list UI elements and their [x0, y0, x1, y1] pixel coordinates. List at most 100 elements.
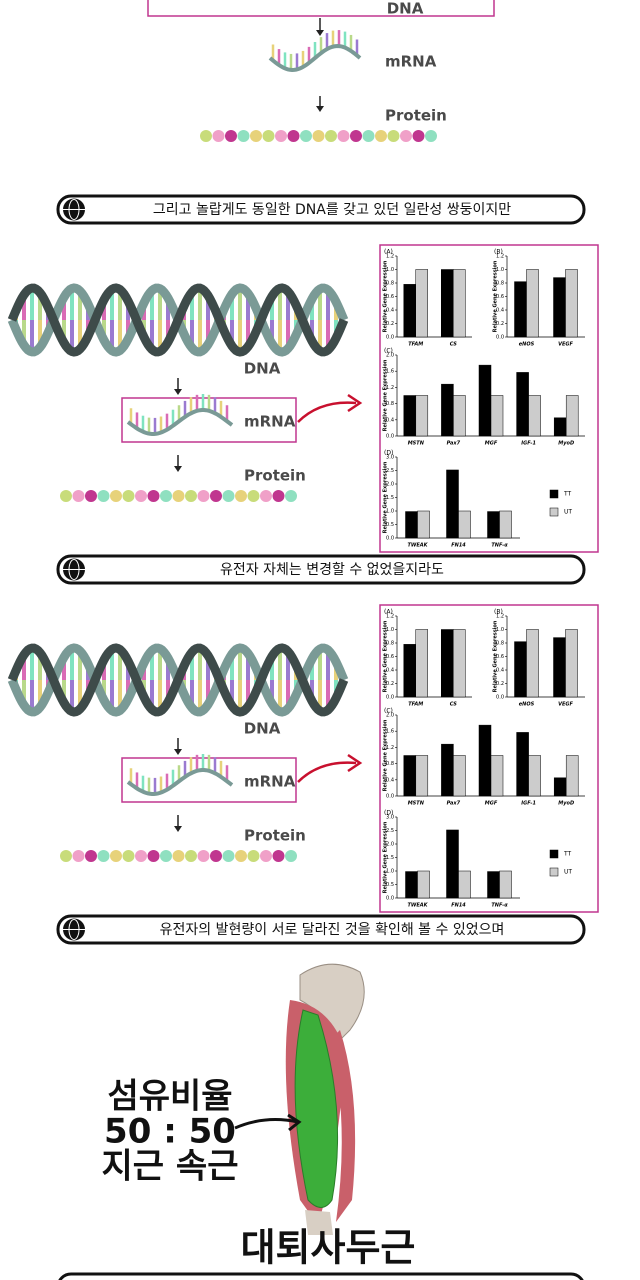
pointer-arrow: [234, 1113, 302, 1132]
y-tick-label: 0.8: [496, 281, 504, 287]
red-arrow: [297, 401, 357, 423]
bar: [528, 755, 541, 797]
bar: [403, 284, 416, 338]
red-arrow-head: [347, 393, 363, 413]
amino-acid: [235, 850, 247, 862]
y-tick-label: 0.6: [496, 654, 504, 660]
bar: [415, 629, 428, 698]
mrna-strand: [268, 43, 362, 73]
amino-acid: [312, 130, 325, 142]
y-tick-label: 0.4: [386, 668, 394, 674]
bar: [453, 629, 466, 698]
bar: [415, 755, 429, 797]
y-tick-label: 0.0: [496, 695, 504, 701]
panel-letter: (B): [494, 249, 503, 256]
bar: [526, 629, 539, 698]
legend-label: UT: [564, 869, 572, 876]
amino-acid: [210, 490, 222, 502]
amino-acid: [197, 850, 210, 862]
panel-letter: (B): [494, 609, 503, 616]
bar: [417, 510, 430, 539]
y-tick-label: 0.4: [386, 308, 394, 314]
amino-acid: [135, 850, 147, 862]
dna-strand: [7, 643, 349, 717]
y-tick-label: 1.0: [386, 627, 394, 633]
x-tick-label: eNOS: [519, 702, 535, 708]
panel-letter: (C): [384, 708, 393, 715]
amino-acid: [272, 490, 285, 502]
amino-acid: [160, 490, 172, 502]
y-tick-label: 2.0: [386, 482, 394, 488]
x-tick-label: MSTN: [408, 441, 425, 447]
y-tick-label: 0.8: [496, 641, 504, 647]
y-axis-label: Relative Gene Expression: [383, 260, 389, 332]
amino-acid: [97, 850, 110, 862]
amino-acid: [72, 490, 85, 502]
muscle-illustration: [285, 963, 365, 1235]
bar: [499, 870, 512, 899]
y-axis-label: Relative Gene Expression: [383, 620, 389, 692]
y-tick-label: 1.0: [386, 267, 394, 273]
y-tick-label: 3.0: [386, 815, 394, 821]
bar: [403, 755, 417, 797]
legend-label: TT: [563, 851, 572, 858]
bar: [453, 395, 466, 437]
bar: [405, 871, 418, 899]
arrow-head: [174, 826, 182, 832]
panel-letter: (C): [384, 348, 393, 355]
bar: [441, 743, 454, 797]
y-tick-label: 0.2: [386, 681, 394, 687]
arrow-head: [174, 749, 182, 755]
mrna-label: mRNA: [385, 53, 437, 71]
legend-swatch: [549, 489, 559, 499]
bar: [478, 724, 492, 797]
bar: [528, 395, 541, 437]
panel-letter: (D): [384, 810, 393, 817]
legend-label: UT: [564, 509, 572, 516]
bar: [565, 269, 578, 338]
amino-acid: [400, 130, 412, 142]
amino-acid: [122, 490, 135, 502]
y-tick-label: 0.0: [496, 335, 504, 341]
y-tick-label: 0.8: [386, 641, 394, 647]
amino-acid: [362, 130, 375, 142]
amino-acid: [237, 130, 250, 142]
y-axis-label: Relative Gene Expression: [493, 260, 499, 332]
amino-acid: [172, 850, 185, 862]
amino-acid: [185, 850, 197, 862]
dna-label: DNA: [244, 720, 281, 738]
x-tick-label: Pax7: [447, 441, 461, 447]
bar: [553, 637, 566, 698]
amino-acid: [285, 490, 297, 502]
x-tick-label: VEGF: [558, 702, 573, 708]
bar: [446, 829, 459, 899]
amino-acid: [222, 850, 235, 862]
x-tick-label: FN14: [451, 903, 466, 909]
amino-acid: [337, 130, 350, 142]
amino-acid: [60, 850, 72, 862]
y-axis-label: Relative Gene Expression: [493, 620, 499, 692]
amino-acid: [160, 850, 172, 862]
bar: [514, 641, 527, 698]
x-tick-label: MSTN: [408, 801, 425, 807]
y-tick-label: 1.2: [496, 254, 504, 260]
bar: [565, 629, 578, 698]
caption: 그리고 놀랍게도 동일한 DNA를 갖고 있던 일란성 쌍둥이지만: [153, 202, 511, 218]
x-tick-label: TWEAK: [407, 543, 428, 549]
y-tick-label: 1.6: [386, 369, 394, 375]
y-tick-label: 0.6: [386, 294, 394, 300]
bar: [565, 755, 579, 797]
y-tick-label: 2.0: [386, 713, 394, 719]
y-tick-label: 0.0: [386, 695, 394, 701]
bar: [514, 281, 527, 338]
fiber-label: 섬유비율: [107, 1077, 232, 1117]
red-arrow-head: [347, 753, 363, 773]
x-tick-label: IGF-1: [521, 441, 536, 447]
y-axis-label: Relative Gene Expression: [383, 461, 389, 533]
amino-acid: [197, 490, 210, 502]
y-tick-label: 1.2: [386, 254, 394, 260]
x-tick-label: eNOS: [519, 342, 535, 348]
bar: [565, 395, 579, 437]
legend-swatch: [549, 867, 559, 877]
y-tick-label: 0.2: [386, 321, 394, 327]
